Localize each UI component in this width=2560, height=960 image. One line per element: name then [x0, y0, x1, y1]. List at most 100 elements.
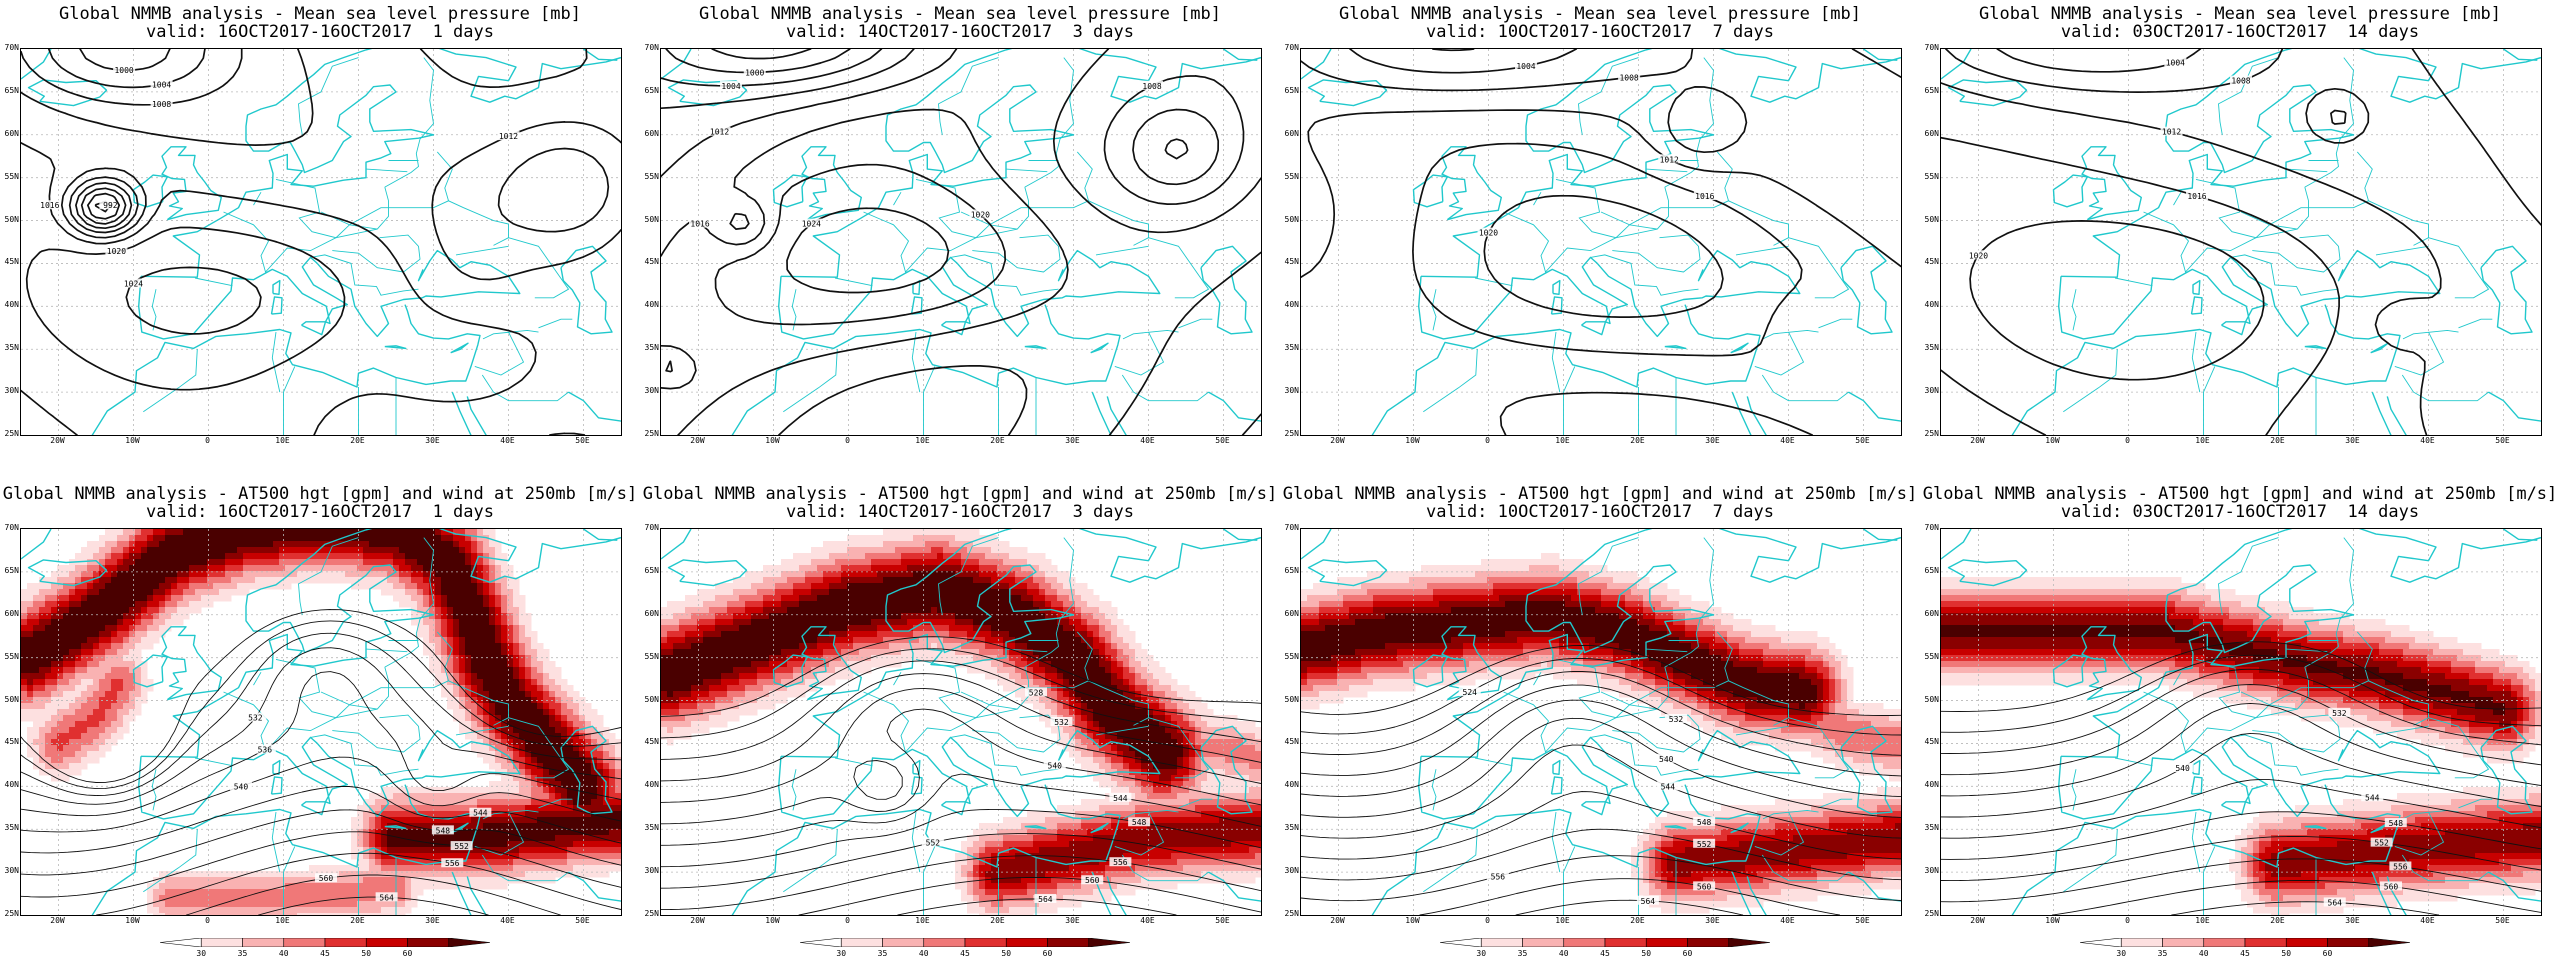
- panel-title: Global NMMB analysis - AT500 hgt [gpm] a…: [1922, 484, 2558, 504]
- longitude-label: 10E: [1555, 916, 1570, 925]
- map-canvas[interactable]: 524 532 540 544 548 552 556 560 564: [1301, 529, 1901, 915]
- contour-label: 540: [234, 782, 249, 791]
- latitude-label: 30N: [1924, 386, 1939, 396]
- latitude-label: 55N: [644, 651, 659, 661]
- latitude-label: 70N: [1284, 523, 1299, 532]
- latitude-label: 45N: [644, 257, 659, 267]
- contour-label: 1008: [2231, 77, 2250, 86]
- longitude-label: 20E: [990, 916, 1005, 925]
- latitude-label: 60N: [4, 128, 19, 138]
- country-borders: [1423, 57, 1853, 435]
- latitude-label: 25N: [1924, 429, 1939, 438]
- map-canvas[interactable]: 532 540 544 548 552 556 560 564: [1941, 529, 2541, 915]
- contour-label: 1012: [499, 132, 518, 141]
- latitude-label: 45N: [644, 737, 659, 747]
- colorbar-tick-label: 45: [2240, 949, 2250, 958]
- map-plot-area[interactable]: 1004 1008 1012 1016 1020: [1940, 48, 2542, 436]
- contour-label: 992: [103, 201, 118, 210]
- latitude-label: 70N: [644, 523, 659, 532]
- colorbar-tick-label: 30: [196, 949, 207, 958]
- map-canvas[interactable]: 528 532 540 544 548 552 556 560 564: [661, 529, 1261, 915]
- longitude-label: 50E: [575, 436, 590, 445]
- map-plot-area[interactable]: 1000 1004 1008 1012 1016 1020 1024: [660, 48, 1262, 436]
- latitude-label: 30N: [644, 386, 659, 396]
- coastlines: [1301, 49, 1901, 435]
- country-borders: [2063, 537, 2493, 915]
- latitude-label: 35N: [644, 823, 659, 833]
- longitude-label: 0: [1485, 916, 1490, 925]
- colorbar-tick-label: 45: [1600, 949, 1610, 958]
- map-canvas[interactable]: 1004 1008 1012 1016 1020: [1941, 49, 2541, 435]
- longitude-label: 40E: [500, 916, 515, 925]
- panel-title: Global NMMB analysis - AT500 hgt [gpm] a…: [2, 484, 638, 504]
- coastlines: [21, 49, 621, 435]
- colorbar-tick-label: 60: [2322, 949, 2333, 958]
- longitude-label: 10E: [2195, 436, 2210, 445]
- map-plot-area[interactable]: 1004 1008 1012 1016 1020: [1300, 48, 1902, 436]
- map-canvas[interactable]: 1000 1004 1008 1012 1016 1020 1024: [661, 49, 1261, 435]
- longitude-label: 0: [845, 436, 850, 445]
- map-plot-area[interactable]: 532 540 544 548 552 556 560 564: [1940, 528, 2542, 916]
- contour-label: 560: [319, 874, 334, 883]
- latitude-label: 40N: [1284, 780, 1299, 790]
- map-canvas[interactable]: 992 1000 1004 1008 1012 1016 1020 1024: [21, 49, 621, 435]
- latitude-label: 70N: [1284, 43, 1299, 52]
- coastlines: [1941, 49, 2541, 435]
- longitude-label: 20E: [990, 436, 1005, 445]
- latitude-label: 30N: [4, 386, 19, 396]
- latitude-label: 40N: [644, 780, 659, 790]
- latitude-label: 30N: [644, 866, 659, 876]
- colorbar-tick-label: 40: [1558, 949, 1569, 958]
- latitude-label: 45N: [4, 737, 19, 747]
- contour-label: 552: [1697, 840, 1712, 849]
- longitude-label: 10W: [1405, 436, 1420, 445]
- longitude-label: 30E: [2345, 916, 2360, 925]
- longitude-label: 20E: [2270, 436, 2285, 445]
- longitude-label: 10E: [2195, 916, 2210, 925]
- longitude-label: 20W: [1970, 916, 1985, 925]
- map-plot-area[interactable]: 992 1000 1004 1008 1012 1016 1020 1024: [20, 48, 622, 436]
- panel-title: Global NMMB analysis - Mean sea level pr…: [1979, 4, 2501, 24]
- wind-colorbar: [2080, 938, 2410, 947]
- panel-valid-date: valid: 10OCT2017-16OCT2017 7 days: [1426, 502, 1774, 522]
- contour-label: 1012: [2162, 128, 2181, 137]
- longitude-label: 40E: [1780, 436, 1795, 445]
- longitude-label: 20W: [1330, 916, 1345, 925]
- contour-label: 552: [2374, 839, 2389, 848]
- contour-label: 552: [926, 838, 941, 847]
- longitude-label: 10E: [1555, 436, 1570, 445]
- contour-label: 1000: [114, 66, 133, 75]
- latitude-label: 60N: [1284, 608, 1299, 618]
- colorbar-tick-label: 60: [1682, 949, 1693, 958]
- latitude-label: 65N: [4, 85, 19, 95]
- contour-label: 1020: [1969, 251, 1988, 260]
- map-plot-area[interactable]: 532 536 540 544 548 552 556 560 564: [20, 528, 622, 916]
- colorbar-tick-label: 35: [2157, 949, 2168, 958]
- map-canvas[interactable]: 1004 1008 1012 1016 1020: [1301, 49, 1901, 435]
- latitude-label: 55N: [4, 171, 19, 181]
- longitude-label: 10W: [765, 436, 780, 445]
- latitude-label: 45N: [1284, 737, 1299, 747]
- latitude-label: 35N: [644, 343, 659, 353]
- panel-valid-date: valid: 03OCT2017-16OCT2017 14 days: [2060, 22, 2420, 42]
- longitude-label: 50E: [2495, 436, 2510, 445]
- longitude-label: 20E: [2270, 916, 2285, 925]
- latitude-label: 40N: [1924, 780, 1939, 790]
- colorbar-tick-label: 30: [836, 949, 847, 958]
- longitude-label: 10E: [275, 436, 290, 445]
- colorbar-tick-label: 40: [278, 949, 289, 958]
- longitude-label: 0: [205, 916, 210, 925]
- latitude-label: 50N: [1284, 694, 1299, 704]
- longitude-label: 40E: [1140, 436, 1155, 445]
- latitude-label: 70N: [1924, 523, 1939, 532]
- latitude-label: 65N: [1924, 85, 1939, 95]
- map-plot-area[interactable]: 528 532 540 544 548 552 556 560 564: [660, 528, 1262, 916]
- colorbar-tick-label: 35: [877, 949, 888, 958]
- map-plot-area[interactable]: 524 532 540 544 548 552 556 560 564: [1300, 528, 1902, 916]
- coastlines: [1941, 529, 2541, 915]
- latitude-label: 65N: [4, 565, 19, 575]
- graticule: [1301, 49, 1901, 435]
- longitude-label: 0: [2125, 916, 2130, 925]
- longitude-label: 20E: [350, 916, 365, 925]
